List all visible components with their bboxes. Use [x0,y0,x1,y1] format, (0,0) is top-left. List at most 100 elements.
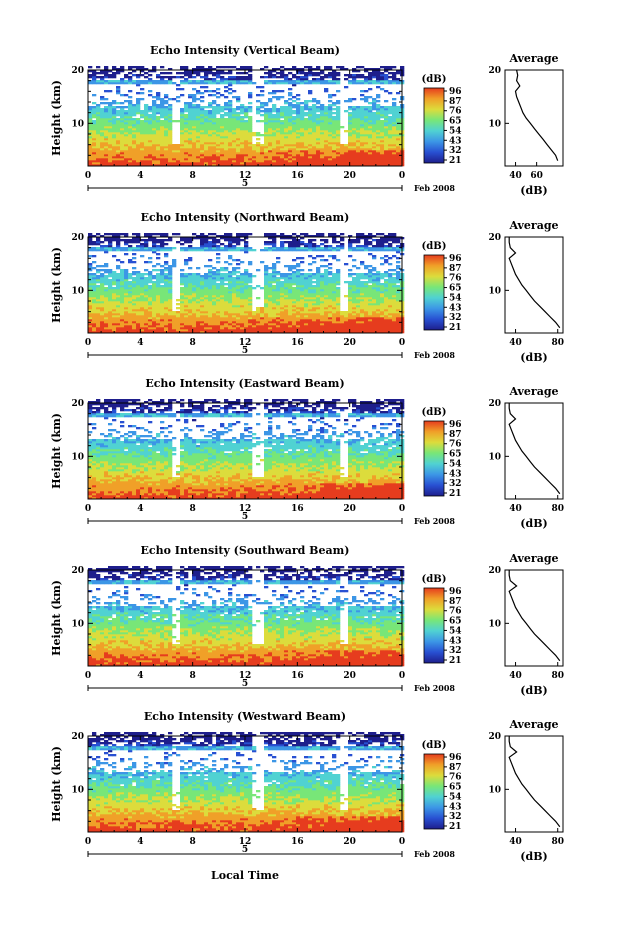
heatmap-cell [288,82,293,85]
heatmap-cell [164,329,169,332]
heatmap-cell [132,305,137,308]
heatmap-cell [160,307,165,310]
heatmap-cell [288,285,293,288]
heatmap-cell [100,307,105,310]
heatmap-cell [236,76,241,79]
heatmap-cell [328,120,333,123]
heatmap-cell [368,150,373,153]
heatmap-cell [208,134,213,137]
heatmap-cell [216,80,221,83]
heatmap-cell [192,281,197,284]
colorbar-tick-label: 21 [449,156,462,166]
heatmap-cell [204,120,209,123]
heatmap-cell [264,66,269,69]
heatmap-cell [116,124,121,127]
heatmap-cell [224,313,229,316]
heatmap-cell [176,84,181,87]
heatmap-cell [336,78,341,81]
heatmap-cell [204,74,209,77]
heatmap-cell [284,287,289,290]
heatmap-cell [168,122,173,125]
heatmap-cell [356,297,361,300]
heatmap-cell [228,140,233,143]
heatmap-cell [284,295,289,298]
heatmap-cell [152,287,157,290]
heatmap-cell [384,281,389,284]
heatmap-cell [184,82,189,85]
heatmap-cell [288,293,293,296]
heatmap-cell [140,150,145,153]
heatmap-cell [320,104,325,107]
heatmap-cell [164,295,169,298]
heatmap-cell [88,283,93,286]
heatmap-cell [160,120,165,123]
heatmap-cell [228,138,233,141]
heatmap-cell [200,299,205,302]
heatmap-cell [300,295,305,298]
heatmap-cell [216,160,221,163]
heatmap-cell [396,126,401,129]
heatmap-cell [296,281,301,284]
heatmap-cell [372,142,377,145]
heatmap-cell [180,116,185,119]
heatmap-cell [128,132,133,135]
heatmap-cell [248,74,253,77]
heatmap-cell [260,150,265,153]
heatmap-cell [284,136,289,139]
heatmap-cell [156,303,161,306]
heatmap-cell [180,313,185,316]
heatmap-cell [172,160,177,163]
heatmap-cell [240,329,245,332]
heatmap-cell [208,293,213,296]
heatmap-cell [296,287,301,290]
heatmap-cell [160,134,165,137]
heatmap-cell [136,120,141,123]
heatmap-cell [192,285,197,288]
heatmap-cell [328,303,333,306]
heatmap-cell [240,122,245,125]
heatmap-cell [388,142,393,145]
heatmap-cell [396,120,401,123]
heatmap-cell [156,293,161,296]
heatmap-cell [304,122,309,125]
heatmap-cell [228,122,233,125]
heatmap-cell [192,162,197,165]
heatmap-cell [280,80,285,83]
heatmap-cell [96,126,101,129]
heatmap-cell [368,124,373,127]
heatmap-cell [140,128,145,131]
heatmap-cell [108,130,113,133]
heatmap-cell [268,72,273,75]
heatmap-cell [216,96,221,99]
heatmap-cell [276,114,281,117]
heatmap-cell [160,80,165,83]
heatmap-cell [300,80,305,83]
heatmap-cell [336,287,341,290]
heatmap-cell [232,128,237,131]
heatmap-cell [332,279,337,282]
heatmap-cell [352,124,357,127]
heatmap-cell [360,281,365,284]
heatmap-cell [280,134,285,137]
heatmap-cell [156,150,161,153]
heatmap-cell [144,82,149,85]
heatmap-cell [284,293,289,296]
heatmap-cell [280,299,285,302]
heatmap-cell [308,118,313,121]
heatmap-cell [300,281,305,284]
heatmap-cell [164,313,169,316]
heatmap-cell [200,146,205,149]
heatmap-cell [112,72,117,75]
heatmap-cell [368,88,373,91]
heatmap-cell [276,134,281,137]
heatmap-cell [312,158,317,161]
heatmap-cell [144,283,149,286]
heatmap-cell [380,309,385,312]
heatmap-cell [92,120,97,123]
heatmap-cell [304,162,309,165]
heatmap-cell [232,122,237,125]
heatmap-cell [200,66,205,69]
heatmap-cell [120,323,125,326]
heatmap-cell [392,126,397,129]
heatmap-cell [348,313,353,316]
